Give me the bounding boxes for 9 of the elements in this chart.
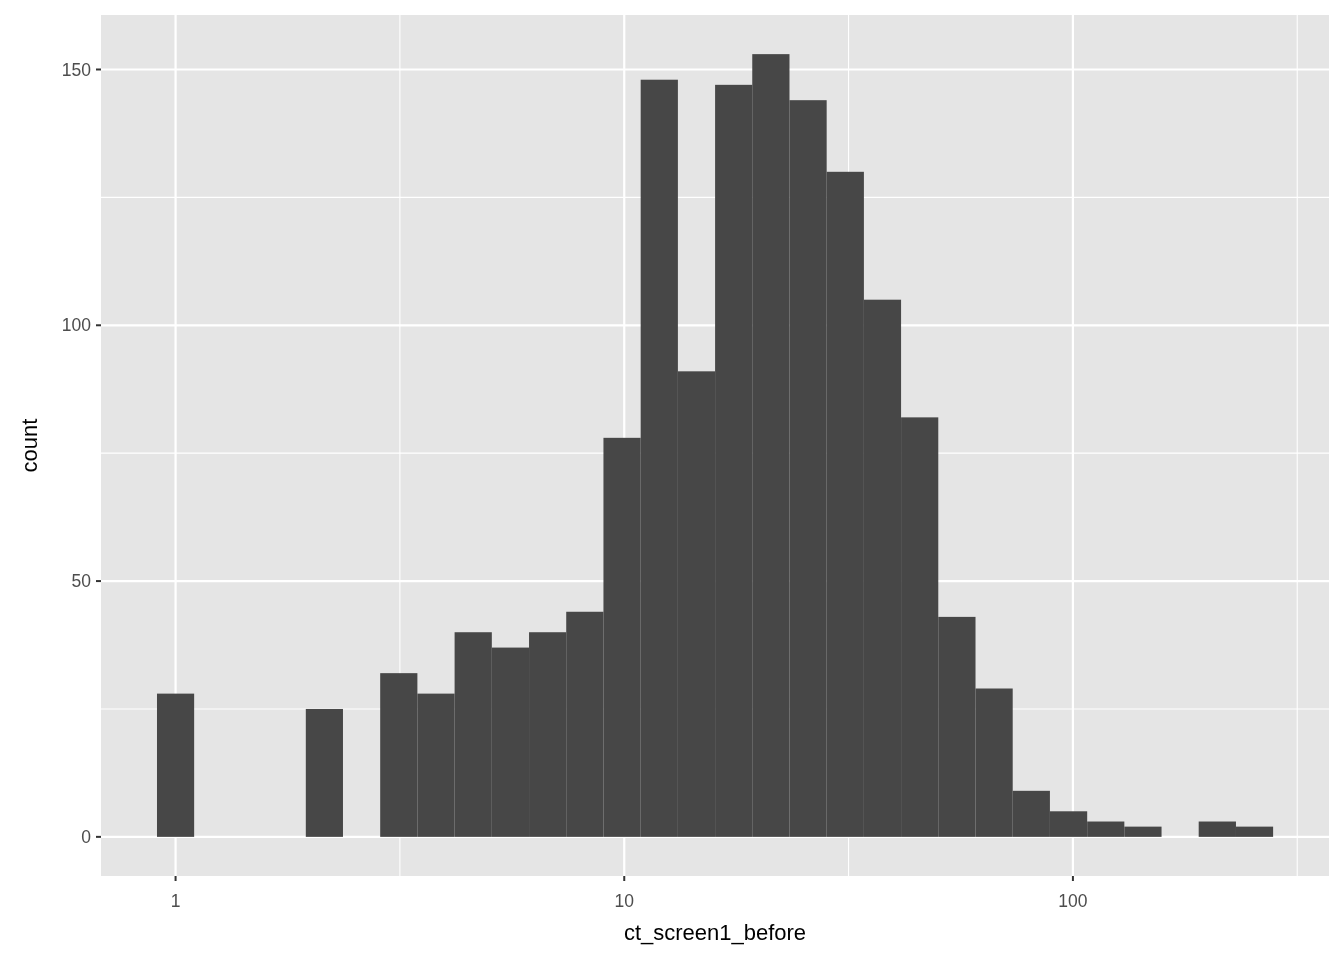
x-tick-label: 100: [1058, 891, 1088, 911]
x-tick-label: 1: [170, 891, 181, 911]
y-tick-label: 50: [71, 571, 92, 592]
y-tick-label: 150: [61, 59, 92, 80]
x-tick-label: 10: [614, 891, 635, 911]
y-tick-label: 100: [61, 315, 92, 336]
x-axis-title: ct_screen1_before: [623, 920, 807, 945]
y-tick-label: 0: [81, 826, 92, 847]
y-axis-title: count: [17, 418, 42, 473]
